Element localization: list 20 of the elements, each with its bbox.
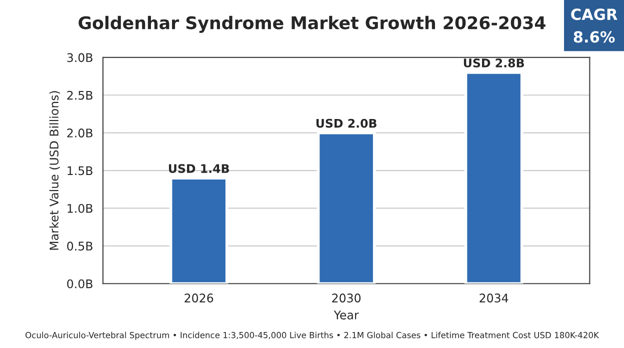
data-label: USD 1.4B: [168, 164, 229, 173]
y-tick-label: 3.0B: [67, 53, 92, 62]
chart-title: Goldenhar Syndrome Market Growth 2026-2034: [78, 16, 546, 33]
text: Oculo-Auriculo-Vertebral Spectrum • Incidence 1:3,500-45,000 Live Births • 2.1M Global Cases • Lifetime Treatment Cost USD 180K-420K: [26, 332, 600, 340]
y-tick-label: 0.5B: [67, 242, 92, 251]
text: 8.6%: [574, 31, 615, 43]
text: CAGR: [571, 8, 618, 20]
y-tick-label: 2.0B: [67, 128, 92, 138]
y-tick-label: 0.0B: [67, 279, 92, 288]
x-tick-label: 2034: [480, 294, 508, 302]
x-tick-label: 2030: [332, 294, 361, 302]
y-tick-label: 2.5B: [67, 90, 92, 100]
y-axis-title: Market Value (USD Billions): [49, 91, 60, 250]
y-tick-label: 1.5B: [68, 166, 92, 176]
y-tick-label: 1.0B: [68, 204, 92, 213]
data-label: USD 2.8B: [464, 58, 524, 68]
x-tick-label: 2026: [184, 294, 214, 302]
bar: [316, 131, 376, 284]
data-label: USD 2.0B: [316, 118, 376, 128]
x-axis-title: Year: [334, 310, 359, 320]
